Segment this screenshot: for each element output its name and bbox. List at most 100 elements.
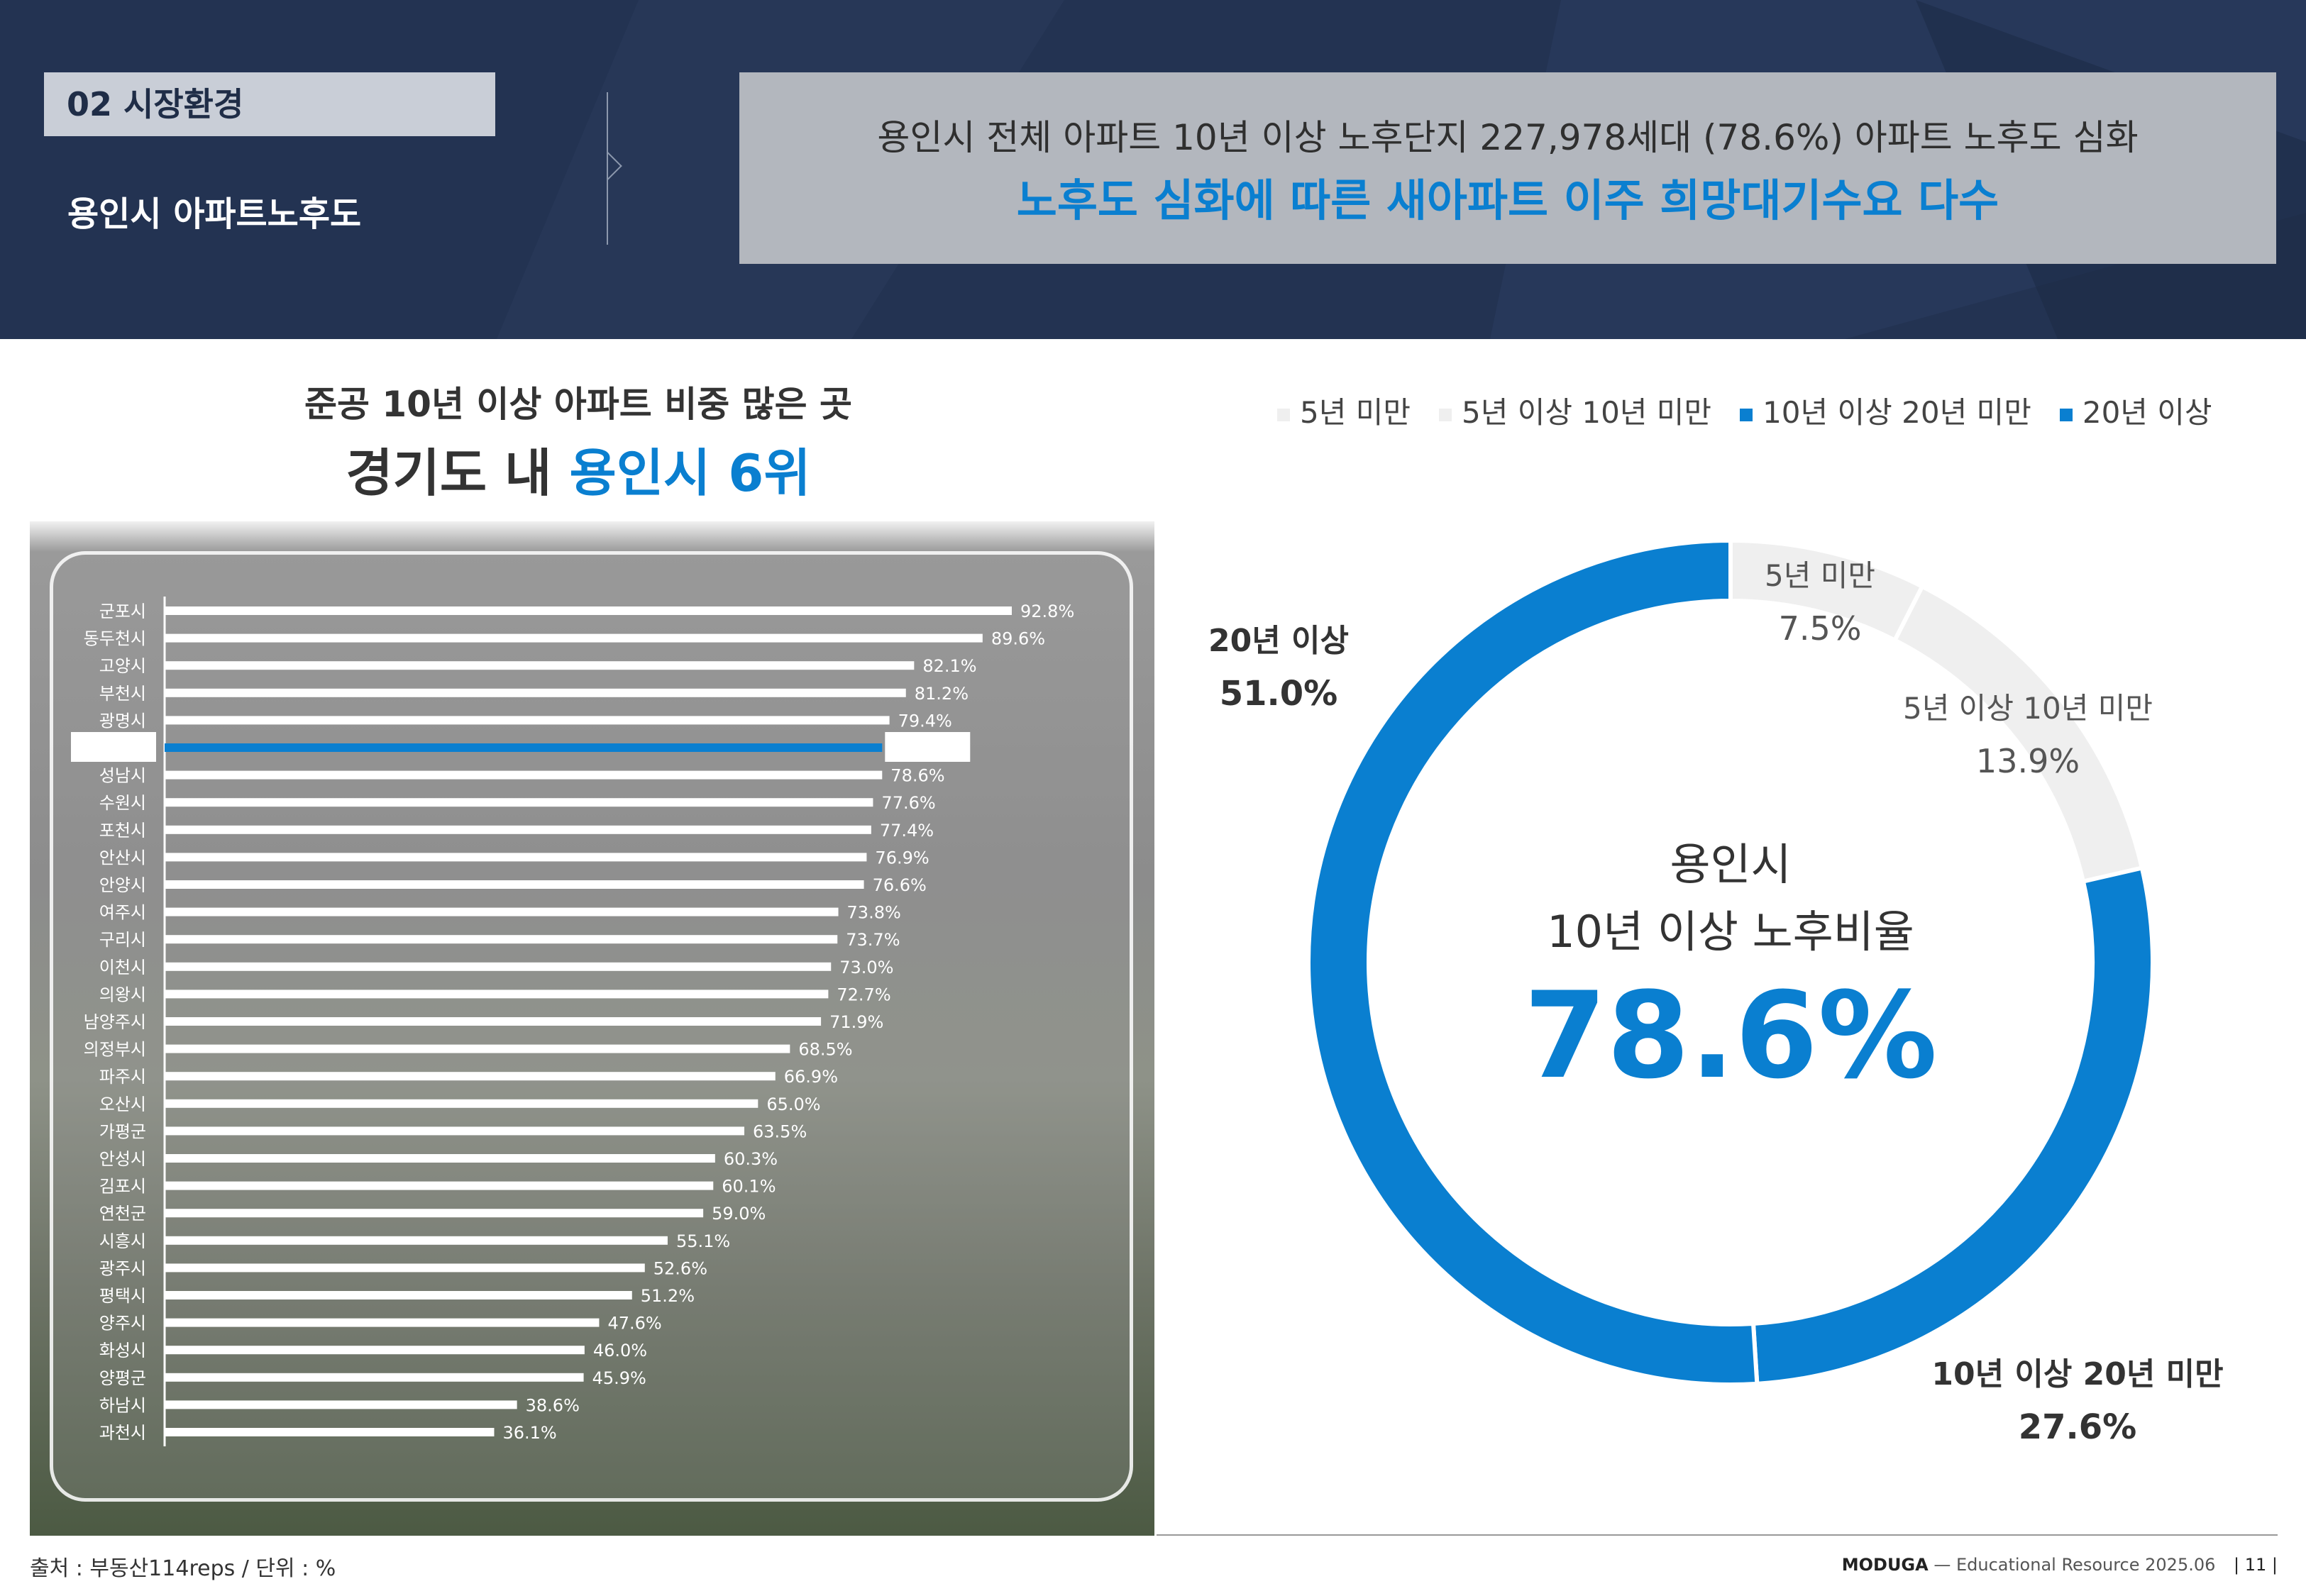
category-label: 과천시 (99, 1423, 146, 1443)
bar-row: 과천시 36.1% (99, 1423, 557, 1443)
bar-chart-title: 준공 10년 이상 아파트 비중 많은 곳 (304, 384, 853, 425)
category-label: 부천시 (99, 684, 146, 704)
value-label: 92.8% (1020, 602, 1074, 621)
value-label: 52.6% (653, 1258, 707, 1278)
value-label: 66.9% (784, 1067, 838, 1087)
bar (165, 798, 873, 807)
legend-label: 5년 미만 (1300, 395, 1411, 430)
slice-name-label: 5년 이상 10년 미만 (1903, 691, 2153, 726)
bar (165, 1126, 745, 1136)
bar-row: 오산시 65.0% (99, 1095, 821, 1114)
bar-row: 부천시 81.2% (99, 684, 969, 704)
header-divider (607, 92, 608, 245)
bar (165, 1428, 495, 1436)
bar (165, 743, 883, 752)
bar (165, 1236, 668, 1245)
value-label: 47.6% (607, 1314, 661, 1334)
footer-text: — Educational Resource 2025.06 (1928, 1555, 2216, 1575)
highlight-value-box (885, 732, 971, 762)
bar-row: 안성시 60.3% (99, 1149, 778, 1169)
category-label: 양주시 (99, 1314, 146, 1334)
bar-row: 연천군 59.0% (99, 1204, 766, 1224)
value-label: 55.1% (676, 1231, 730, 1251)
category-label: 구리시 (99, 930, 146, 950)
bar-row: 가평군 63.5% (99, 1121, 807, 1141)
donut-center-title: 용인시 (1670, 838, 1791, 890)
value-label: 73.0% (839, 958, 893, 977)
legend-label: 10년 이상 20년 미만 (1762, 395, 2031, 430)
category-label: 양평군 (99, 1368, 146, 1388)
subtitle-highlight: 용인시 6위 (569, 443, 811, 503)
category-label: 오산시 (99, 1095, 146, 1114)
bar-row: 광명시 79.4% (99, 711, 952, 731)
bar (165, 606, 1012, 615)
category-label: 가평군 (99, 1121, 146, 1141)
bar-row: 의정부시 68.5% (84, 1040, 853, 1060)
donut-center-subtitle: 10년 이상 노후비율 (1547, 906, 1914, 958)
bar-row: 고양시 82.1% (99, 656, 977, 676)
value-label: 60.1% (722, 1177, 776, 1197)
bar (165, 1181, 714, 1190)
bar (165, 825, 871, 834)
category-label: 의정부시 (84, 1040, 146, 1060)
slice-value-label: 7.5% (1779, 609, 1862, 648)
footer-brand: MODUGA (1841, 1555, 1929, 1575)
category-label: 하남시 (99, 1395, 146, 1415)
legend-swatch (2059, 408, 2073, 421)
category-label: 군포시 (99, 602, 146, 621)
bar (165, 990, 829, 999)
value-label: 45.9% (592, 1368, 646, 1388)
category-label: 고양시 (99, 656, 146, 676)
value-label: 60.3% (724, 1149, 778, 1169)
slice-name-label: 20년 이상 (1208, 623, 1349, 659)
category-label: 광주시 (99, 1258, 146, 1278)
value-label: 71.9% (829, 1012, 883, 1032)
category-label: 평택시 (99, 1286, 146, 1306)
headline-line1: 용인시 전체 아파트 10년 이상 노후단지 227,978세대 (78.6%)… (877, 117, 2139, 158)
donut-slice (1750, 865, 2155, 1387)
bar (165, 907, 839, 916)
bar-row: 성남시 78.6% (99, 766, 945, 786)
page-subtitle: 용인시 아파트노후도 (67, 194, 362, 234)
category-label: 안양시 (99, 875, 146, 895)
category-label: 남양주시 (84, 1012, 146, 1032)
bar (165, 661, 915, 670)
value-label: 76.9% (875, 848, 929, 868)
value-label: 46.0% (593, 1341, 647, 1361)
bar (165, 935, 838, 944)
bar-row: 수원시 77.6% (99, 793, 936, 813)
bar-row: 평택시 51.2% (99, 1286, 695, 1306)
bar-row: 이천시 73.0% (99, 958, 894, 977)
bar-row: 남양주시 71.9% (84, 1012, 884, 1032)
bar (165, 716, 890, 725)
section-tag: 02 시장환경 (44, 72, 495, 136)
bar (165, 880, 864, 889)
value-label: 73.8% (847, 903, 901, 923)
bar (165, 1263, 645, 1273)
bar-row: 파주시 66.9% (99, 1067, 838, 1087)
bar-row: 여주시 73.8% (99, 903, 901, 923)
bar (165, 853, 867, 862)
bar-row: 시흥시 55.1% (99, 1231, 730, 1251)
value-label: 76.6% (873, 875, 927, 895)
value-label: 89.6% (991, 629, 1045, 649)
bar-row: 김포시 60.1% (99, 1177, 776, 1197)
bar (165, 633, 983, 643)
legend-label: 20년 이상 (2082, 395, 2212, 430)
subtitle-prefix: 경기도 내 (346, 443, 570, 503)
category-label: 화성시 (99, 1341, 146, 1361)
slice-value-label: 27.6% (2019, 1407, 2137, 1447)
bar-row: 의왕시 72.7% (99, 985, 891, 1004)
bar-row: 포천시 77.4% (99, 821, 934, 841)
bar-row: 안양시 76.6% (99, 875, 927, 895)
value-label: 51.2% (641, 1286, 695, 1306)
bar-row: 화성시 46.0% (99, 1341, 647, 1361)
bar-chart-card (50, 551, 1133, 1502)
value-label: 68.5% (798, 1040, 852, 1060)
donut-slice (1728, 538, 1926, 643)
bar (165, 1099, 758, 1108)
value-label: 72.7% (837, 985, 890, 1004)
bar (165, 1209, 704, 1218)
bar-chart: 군포시 92.8% 동두천시 89.6% 고양시 82.1% 부천시 81.2% 광명시 79.4… (71, 597, 1074, 1446)
category-label: 동두천시 (84, 629, 146, 649)
